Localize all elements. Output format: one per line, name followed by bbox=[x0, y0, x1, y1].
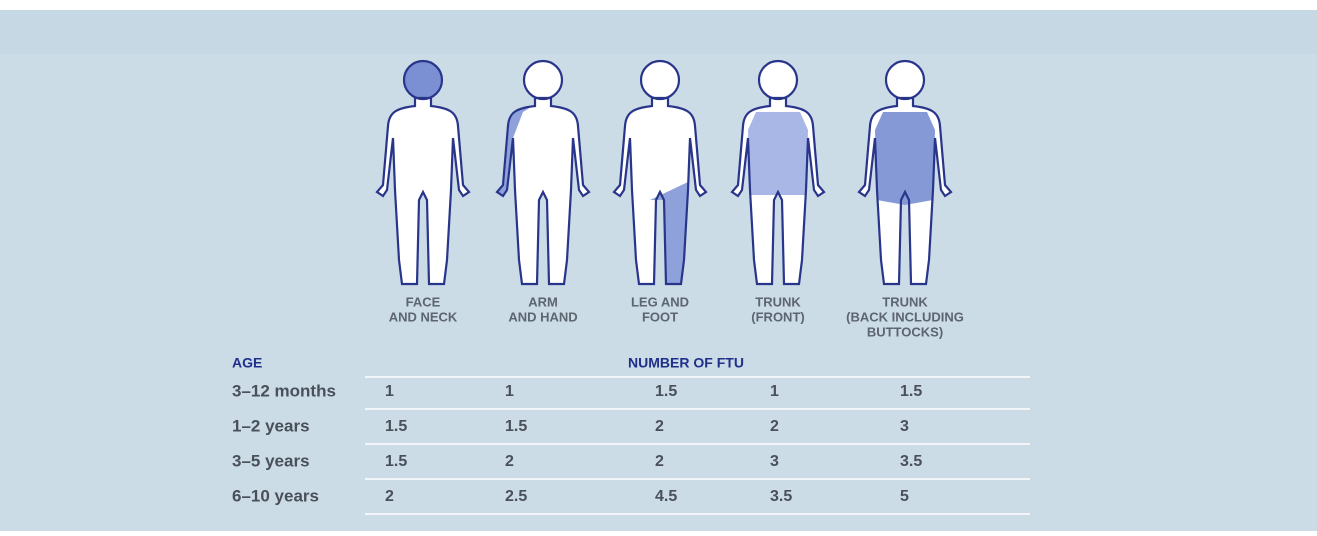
ftu-value: 1.5 bbox=[385, 453, 407, 470]
age-label: 3–5 years bbox=[232, 451, 310, 470]
top-strip bbox=[0, 0, 1317, 10]
column-label: (FRONT) bbox=[751, 309, 804, 324]
column-label: FOOT bbox=[642, 309, 678, 324]
column-label: TRUNK bbox=[755, 294, 801, 309]
ftu-value: 1.5 bbox=[505, 418, 527, 435]
column-label: LEG AND bbox=[631, 294, 689, 309]
column-label: FACE bbox=[406, 294, 441, 309]
ftu-value: 4.5 bbox=[655, 488, 677, 505]
ftu-value: 1.5 bbox=[900, 383, 922, 400]
ftu-value: 2 bbox=[505, 453, 514, 470]
column-label: TRUNK bbox=[882, 294, 928, 309]
top-band bbox=[0, 10, 1317, 54]
ftu-header: NUMBER OF FTU bbox=[628, 355, 744, 371]
ftu-value: 3.5 bbox=[900, 453, 922, 470]
column-label: AND NECK bbox=[389, 309, 458, 324]
ftu-value: 1 bbox=[505, 383, 514, 400]
ftu-value: 3 bbox=[770, 453, 779, 470]
age-label: 6–10 years bbox=[232, 486, 319, 505]
ftu-value: 2 bbox=[770, 418, 779, 435]
ftu-value: 1 bbox=[770, 383, 779, 400]
ftu-value: 1.5 bbox=[655, 383, 677, 400]
ftu-value: 3 bbox=[900, 418, 909, 435]
ftu-value: 3.5 bbox=[770, 488, 792, 505]
column-label: ARM bbox=[528, 294, 558, 309]
age-header: AGE bbox=[232, 355, 262, 371]
shaded-trunk-front bbox=[748, 112, 808, 195]
ftu-value: 1.5 bbox=[385, 418, 407, 435]
age-label: 3–12 months bbox=[232, 381, 336, 400]
age-label: 1–2 years bbox=[232, 416, 310, 435]
column-label: (BACK INCLUDING bbox=[846, 309, 964, 324]
ftu-value: 2 bbox=[655, 453, 664, 470]
ftu-value: 1 bbox=[385, 383, 394, 400]
column-label: AND HAND bbox=[508, 309, 577, 324]
ftu-value: 2 bbox=[385, 488, 394, 505]
ftu-value: 5 bbox=[900, 488, 909, 505]
page: FACEAND NECKARMAND HANDLEG ANDFOOTTRUNK(… bbox=[0, 0, 1317, 531]
ftu-value: 2.5 bbox=[505, 488, 527, 505]
ftu-value: 2 bbox=[655, 418, 664, 435]
column-label: BUTTOCKS) bbox=[867, 324, 943, 339]
